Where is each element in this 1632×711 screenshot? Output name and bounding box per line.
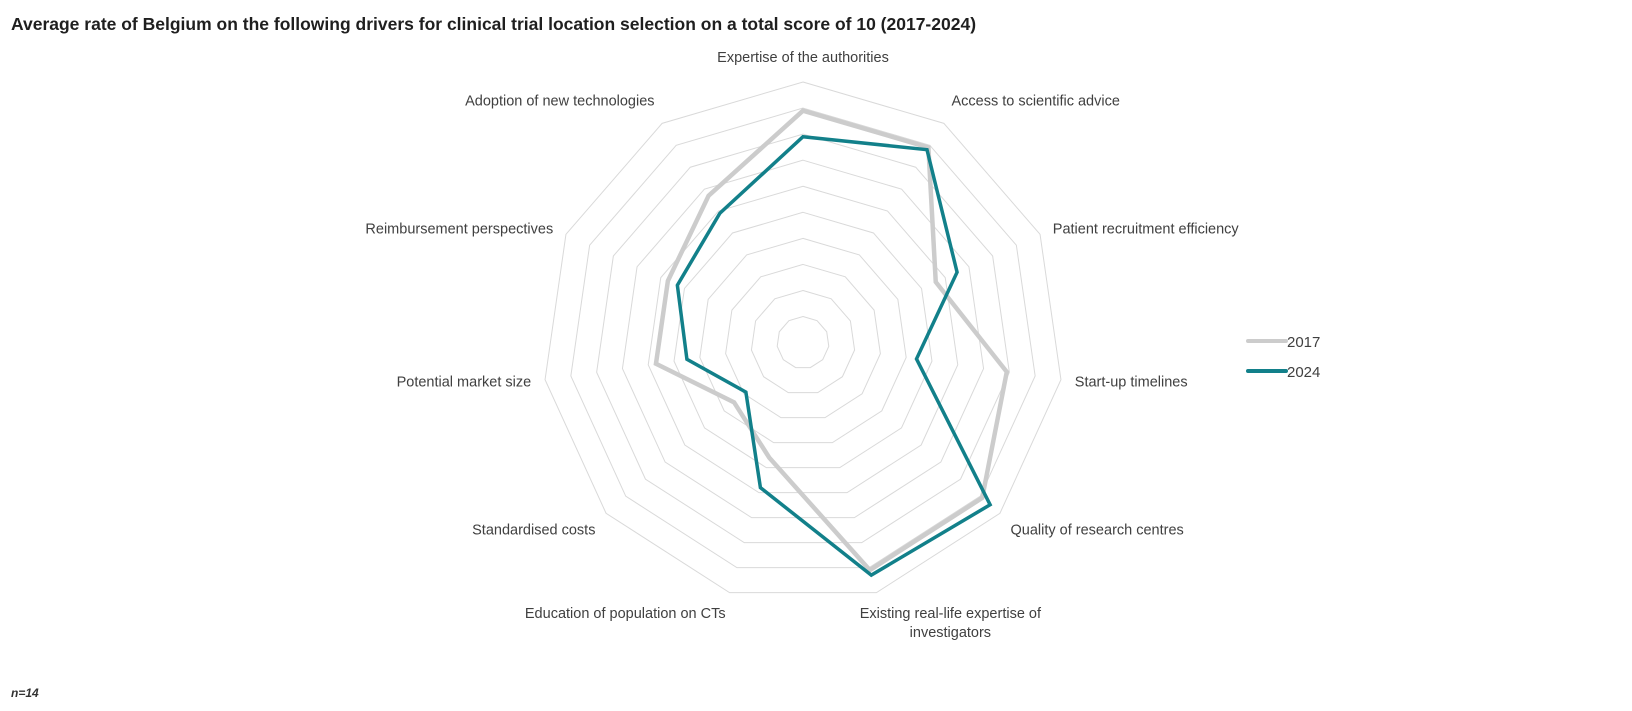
series-line-2024 — [675, 134, 993, 578]
axis-label: Quality of research centres — [1011, 522, 1184, 538]
axis-label: Existing real-life expertise of investiga… — [860, 606, 1042, 641]
axis-label: Reimbursement perspectives — [365, 222, 553, 238]
grid-ring — [544, 81, 1062, 594]
grid-ring — [621, 159, 985, 519]
grid-ring — [647, 185, 959, 494]
axis-label: Standardised costs — [472, 522, 595, 538]
axis-label: Potential market size — [397, 375, 532, 391]
axis-label: Start-up timelines — [1075, 375, 1188, 391]
grid-ring — [596, 133, 1010, 544]
chart-title: Average rate of Belgium on the following… — [11, 14, 977, 34]
sample-size-note: n=14 — [11, 686, 39, 700]
axis-label: Access to scientific advice — [951, 94, 1119, 110]
legend-label: 2024 — [1287, 364, 1320, 381]
axis-label: Patient recruitment efficiency — [1053, 222, 1240, 238]
grid-ring — [699, 237, 907, 444]
grid-ring — [750, 289, 856, 394]
series-line-2017 — [653, 108, 1010, 574]
grid-ring — [725, 263, 881, 419]
grid-ring — [776, 316, 830, 369]
axis-label: Education of population on CTs — [525, 606, 726, 622]
axis-label: Adoption of new technologies — [465, 94, 654, 110]
grid-ring — [570, 107, 1036, 569]
grid-ring — [673, 211, 933, 469]
legend-label: 2017 — [1287, 334, 1320, 351]
axis-label: Expertise of the authorities — [717, 50, 889, 66]
